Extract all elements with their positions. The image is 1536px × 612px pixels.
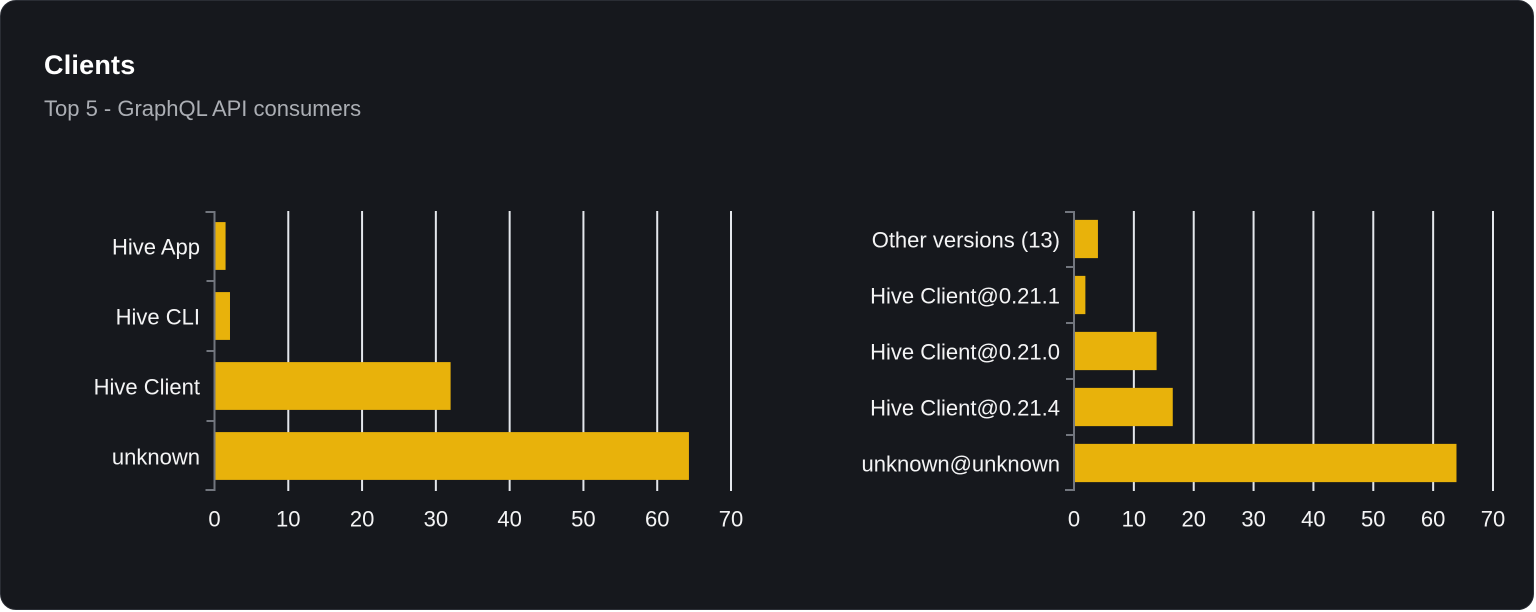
bar	[1074, 331, 1157, 371]
x-axis-label: 50	[1361, 507, 1385, 532]
x-axis-label: 60	[1421, 507, 1445, 532]
x-axis-label: 20	[1181, 507, 1205, 532]
x-axis-label: 30	[424, 507, 448, 532]
clients-by-version-chart: Other versions (13) Hive Client@0.21.1 Hiv…	[862, 211, 1505, 532]
y-axis-label: Hive CLI	[116, 305, 200, 330]
bar	[214, 362, 451, 410]
y-axis-label: Other versions (13)	[872, 228, 1060, 253]
y-axis-label: unknown@unknown	[862, 452, 1060, 477]
card-title: Clients	[44, 50, 136, 80]
card-subtitle: Top 5 - GraphQL API consumers	[44, 96, 362, 121]
y-axis-label: Hive Client@0.21.1	[870, 284, 1060, 309]
clients-by-name-chart: Hive App Hive CLI Hive Client unknown 0 10 20 3…	[94, 211, 743, 532]
x-axis-label: 0	[1068, 507, 1080, 532]
x-axis-label: 70	[1481, 507, 1505, 532]
bar	[1074, 443, 1457, 483]
x-axis-label: 40	[1301, 507, 1325, 532]
x-axis-label: 70	[719, 507, 743, 532]
y-axis-label: Hive Client@0.21.4	[870, 396, 1060, 421]
bar	[1074, 387, 1173, 427]
x-axis-label: 20	[350, 507, 374, 532]
y-axis-label: unknown	[112, 445, 200, 470]
x-axis-label: 0	[208, 507, 220, 532]
card-header: Clients Top 5 - GraphQL API consumers	[44, 49, 361, 123]
bar	[1074, 275, 1086, 315]
y-axis-label: Hive Client	[94, 375, 200, 400]
bar	[214, 432, 689, 480]
bar	[214, 222, 226, 270]
y-axis-label: Hive App	[112, 235, 200, 260]
y-axis-label: Hive Client@0.21.0	[870, 340, 1060, 365]
x-axis-label: 60	[645, 507, 669, 532]
x-axis-label: 10	[276, 507, 300, 532]
x-axis-label: 40	[497, 507, 521, 532]
bar	[214, 292, 230, 340]
x-axis-label: 50	[571, 507, 595, 532]
x-axis-label: 10	[1122, 507, 1146, 532]
x-axis-label: 30	[1241, 507, 1265, 532]
bar	[1074, 219, 1098, 259]
